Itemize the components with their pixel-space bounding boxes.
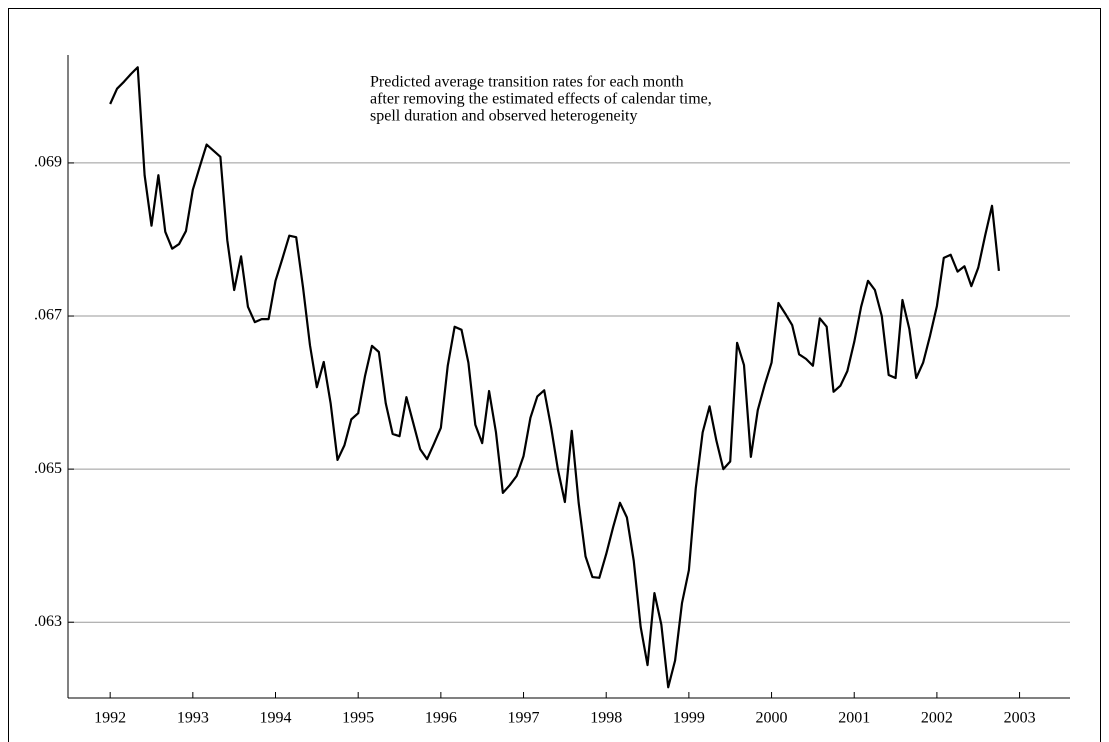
x-tick-label: 1992: [94, 710, 126, 727]
annotation: after removing the estimated effects of …: [370, 91, 712, 108]
x-tick-label: 2003: [1004, 710, 1036, 727]
y-tick-label: .063: [34, 613, 62, 630]
y-tick-label: .069: [34, 154, 62, 171]
frame: [8, 8, 1101, 742]
annotation: spell duration and observed heterogeneit…: [370, 108, 637, 125]
x-tick-label: 1996: [425, 710, 457, 727]
x-tick-label: 2000: [756, 710, 788, 727]
y-tick-label: .065: [34, 460, 62, 477]
y-tick-label: .067: [34, 307, 62, 324]
x-tick-label: 1993: [177, 710, 209, 727]
x-tick-label: 1998: [590, 710, 622, 727]
x-tick-label: 1997: [508, 710, 540, 727]
x-tick-label: 1995: [342, 710, 374, 727]
x-tick-label: 1994: [260, 710, 292, 727]
x-tick-label: 1999: [673, 710, 705, 727]
annotation: Predicted average transition rates for e…: [370, 74, 684, 91]
data-line: [109, 66, 1000, 689]
x-tick-label: 2002: [921, 710, 953, 727]
x-tick-label: 2001: [838, 710, 870, 727]
